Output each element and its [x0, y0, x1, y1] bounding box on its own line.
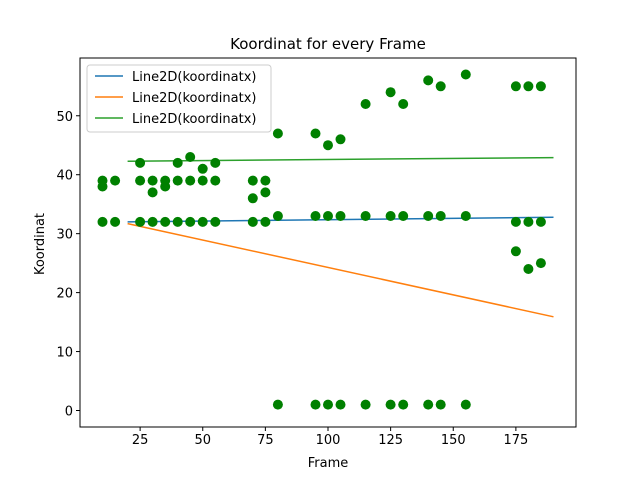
series-line-3 — [127, 156, 554, 162]
scatter-point — [460, 69, 471, 80]
y-axis-title: Koordinat — [33, 213, 48, 275]
scatter-point — [323, 140, 333, 151]
scatter-point — [460, 399, 471, 410]
scatter-point — [185, 216, 196, 227]
scatter-point — [335, 399, 346, 410]
scatter-point — [423, 399, 434, 410]
scatter-point — [197, 216, 208, 227]
scatter-point — [523, 81, 534, 92]
x-tick-label: 75 — [257, 433, 274, 448]
scatter-point — [135, 157, 146, 168]
series-line-2 — [127, 222, 554, 318]
plot-area — [97, 69, 554, 410]
x-tick-label: 100 — [316, 433, 341, 448]
scatter-point — [385, 211, 396, 221]
scatter-point — [197, 175, 208, 186]
legend-box — [86, 64, 272, 133]
scatter-point — [147, 216, 158, 227]
x-axis-ticks: 25 50 75 100 125 150 175 — [132, 427, 528, 448]
scatter-point — [535, 216, 546, 227]
scatter-point — [510, 81, 521, 92]
scatter-point — [160, 216, 171, 227]
scatter-point — [398, 399, 409, 410]
y-tick-label: 10 — [56, 346, 73, 361]
scatter-point — [323, 211, 333, 221]
x-tick-label: 125 — [378, 433, 403, 448]
scatter-point — [335, 134, 346, 145]
scatter-point — [210, 157, 221, 168]
scatter-point — [260, 175, 271, 186]
scatter-point — [335, 211, 346, 221]
y-tick-label: 0 — [65, 404, 73, 419]
scatter-point — [310, 128, 321, 139]
scatter-point — [435, 81, 446, 92]
scatter-point — [172, 157, 183, 168]
y-tick-label: 40 — [56, 169, 73, 184]
scatter-point — [260, 216, 271, 227]
scatter-point — [360, 211, 371, 221]
scatter-point — [135, 216, 146, 227]
scatter-point — [247, 216, 258, 227]
x-tick-label: 175 — [503, 433, 528, 448]
scatter-point — [210, 175, 221, 186]
scatter-point — [535, 81, 546, 92]
scatter-point — [360, 399, 371, 410]
scatter-point — [247, 175, 258, 186]
scatter-point — [510, 246, 521, 257]
scatter-point — [185, 152, 196, 162]
x-tick-label: 25 — [132, 433, 149, 448]
scatter-point — [398, 99, 409, 109]
x-tick-label: 50 — [194, 433, 211, 448]
scatter-point — [423, 211, 434, 221]
chart-title: Koordinat for every Frame — [230, 35, 426, 53]
scatter-point — [147, 175, 158, 186]
scatter-point — [160, 175, 171, 186]
scatter-point — [272, 211, 283, 221]
scatter-point — [385, 399, 396, 410]
scatter-point — [172, 216, 183, 227]
scatter-point — [247, 193, 258, 204]
scatter-point — [510, 216, 521, 227]
scatter-point — [172, 175, 183, 186]
scatter-point — [523, 264, 534, 274]
scatter-point — [185, 175, 196, 186]
scatter-point — [535, 258, 546, 269]
scatter-point — [310, 399, 321, 410]
scatter-point — [385, 87, 396, 98]
scatter-point — [398, 211, 409, 221]
scatter-point — [423, 75, 434, 86]
scatter-point — [310, 211, 321, 221]
legend-label: Line2D(koordinatx) — [132, 112, 256, 127]
scatter-point — [110, 216, 121, 227]
legend-label: Line2D(koordinatx) — [132, 91, 256, 106]
scatter-point — [197, 163, 208, 174]
y-tick-label: 30 — [56, 228, 73, 243]
y-tick-label: 20 — [56, 287, 73, 302]
scatter-point — [435, 211, 446, 221]
scatter-point — [97, 175, 108, 186]
scatter-point — [523, 216, 534, 227]
scatter-point — [272, 128, 283, 139]
x-tick-label: 150 — [441, 433, 466, 448]
scatter-point — [435, 399, 446, 410]
plot-frame — [79, 57, 577, 428]
scatter-point — [135, 175, 146, 186]
scatter-point — [272, 399, 283, 410]
scatter-point — [460, 211, 471, 221]
scatter-point — [97, 216, 108, 227]
y-tick-label: 50 — [56, 110, 73, 125]
legend: Line2D(koordinatx) Line2D(koordinatx) Line… — [86, 64, 272, 133]
scatter-point — [147, 187, 158, 198]
x-axis-title: Frame — [308, 456, 349, 471]
scatter-point — [260, 187, 271, 198]
scatter-point — [323, 399, 333, 410]
legend-label: Line2D(koordinatx) — [132, 70, 256, 85]
scatter-point — [210, 216, 221, 227]
scatter-point — [360, 99, 371, 109]
scatter-point — [110, 175, 121, 186]
y-axis-ticks: 0 10 20 30 40 50 — [56, 110, 80, 419]
